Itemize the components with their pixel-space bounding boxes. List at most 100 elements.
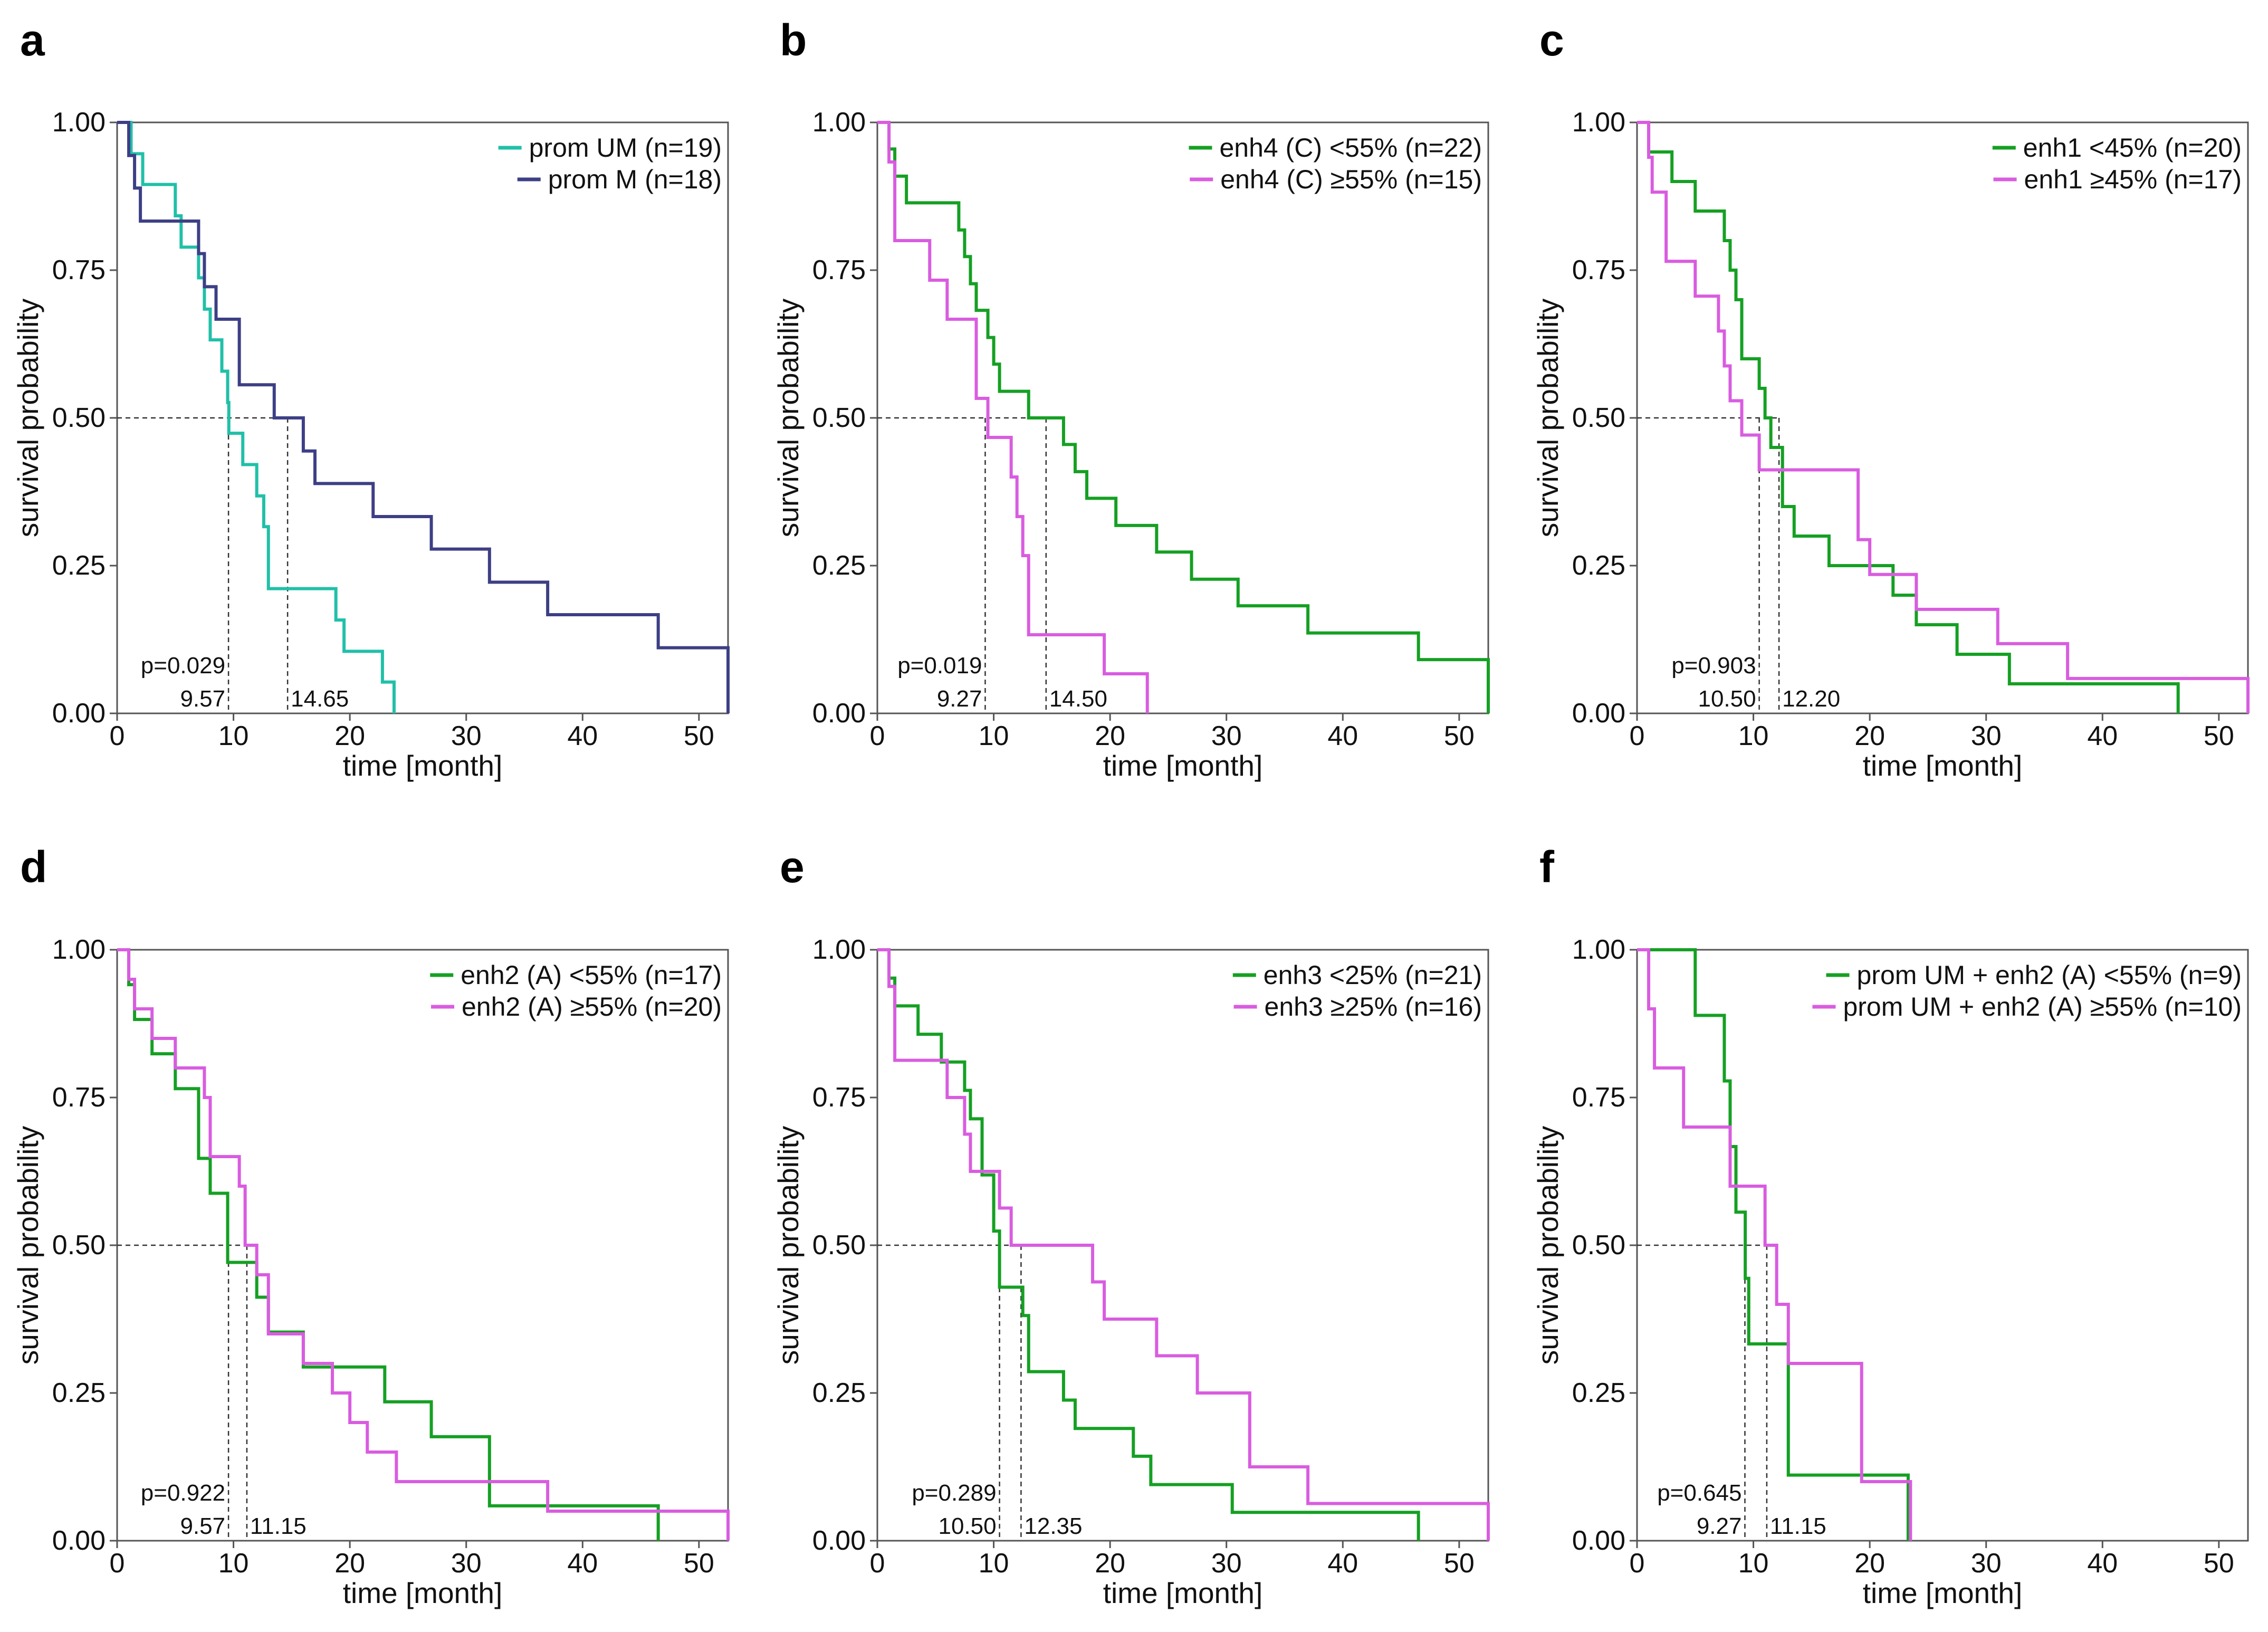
- legend-label: enh2 (A) ≥55% (n=20): [462, 992, 722, 1022]
- y-tick-label: 0.75: [812, 1082, 866, 1113]
- km-curve-2: [117, 121, 730, 713]
- y-tick-label: 0.25: [52, 1378, 106, 1408]
- y-axis-title: survival probability: [1532, 1125, 1564, 1364]
- km-curve-1: [1637, 121, 2180, 713]
- y-tick-label: 0.00: [812, 698, 866, 729]
- y-axis-title: survival probability: [12, 298, 44, 537]
- x-tick-label: 40: [2087, 721, 2118, 751]
- x-tick-label: 0: [870, 1548, 885, 1579]
- x-tick-label: 0: [110, 721, 125, 751]
- x-tick-label: 20: [1854, 1548, 1885, 1579]
- panel-letter: e: [780, 842, 805, 892]
- x-tick-label: 10: [218, 1548, 249, 1579]
- chart-panel-e: e 0.00 0.25 0.50 0.75 1.00 0 10 20 30 40 50 time [mo…: [772, 842, 1490, 1609]
- x-tick-label: 30: [1971, 1548, 2002, 1579]
- y-tick-label: 0.00: [1572, 1525, 1625, 1556]
- median-label: 9.57: [180, 1513, 225, 1539]
- y-tick-label: 1.00: [1572, 934, 1625, 965]
- plot-frame: [1636, 949, 2249, 1542]
- y-tick-label: 0.75: [52, 1082, 106, 1113]
- y-tick-label: 0.75: [1572, 1082, 1625, 1113]
- km-curve-2: [877, 121, 1149, 713]
- x-tick-label: 10: [979, 1548, 1009, 1579]
- x-tick-label: 50: [1444, 1548, 1475, 1579]
- km-curve-2: [1637, 121, 2250, 713]
- x-tick-label: 30: [451, 1548, 482, 1579]
- y-axis-title: survival probability: [772, 1125, 805, 1364]
- y-tick-label: 0.25: [52, 550, 106, 581]
- median-label: 14.50: [1049, 686, 1107, 712]
- y-tick-label: 1.00: [812, 107, 866, 138]
- x-tick-label: 20: [1854, 721, 1885, 751]
- x-tick-label: 20: [1095, 1548, 1125, 1579]
- chart-panel-c: c 0.00 0.25 0.50 0.75 1.00 0 10 20 30 40 50 time [mo…: [1532, 15, 2250, 782]
- x-axis-title: time [month]: [343, 1577, 503, 1609]
- y-tick-label: 0.25: [812, 550, 866, 581]
- panel-letter: d: [20, 842, 47, 892]
- y-axis-title: survival probability: [772, 298, 805, 537]
- plot-frame: [116, 949, 729, 1542]
- legend-label: enh3 <25% (n=21): [1264, 960, 1482, 990]
- km-curve-1: [877, 948, 1420, 1541]
- x-tick-label: 30: [1971, 721, 2002, 751]
- legend-label: enh1 <45% (n=20): [2023, 133, 2242, 163]
- x-tick-label: 50: [1444, 721, 1475, 751]
- legend-label: enh4 (C) ≥55% (n=15): [1220, 165, 1482, 194]
- p-value-label: p=0.289: [912, 1480, 996, 1506]
- chart-panel-a: a 0.00 0.25 0.50 0.75 1.00 0 10 20 30 40 50 time [mo…: [12, 15, 730, 782]
- x-tick-label: 10: [1738, 1548, 1769, 1579]
- km-curve-1: [877, 121, 1490, 713]
- median-label: 10.50: [938, 1513, 996, 1539]
- y-tick-label: 1.00: [812, 934, 866, 965]
- y-axis-title: survival probability: [12, 1125, 44, 1364]
- y-tick-label: 0.00: [52, 1525, 106, 1556]
- median-label: 11.15: [250, 1513, 307, 1539]
- median-label: 9.57: [180, 686, 225, 712]
- p-value-label: p=0.922: [141, 1480, 225, 1506]
- x-tick-label: 20: [1095, 721, 1125, 751]
- x-tick-label: 0: [1630, 721, 1645, 751]
- x-tick-label: 40: [1327, 1548, 1358, 1579]
- x-tick-label: 40: [1327, 721, 1358, 751]
- y-tick-label: 0.25: [1572, 550, 1625, 581]
- median-label: 12.35: [1024, 1513, 1082, 1539]
- panel-letter: f: [1539, 842, 1555, 892]
- p-value-label: p=0.019: [897, 653, 982, 679]
- plot-frame: [116, 121, 729, 714]
- x-tick-label: 20: [334, 1548, 365, 1579]
- p-value-label: p=0.903: [1671, 653, 1756, 679]
- legend-label: enh2 (A) <55% (n=17): [461, 960, 722, 990]
- panel-letter: a: [20, 15, 45, 65]
- x-axis-title: time [month]: [1863, 1577, 2023, 1609]
- legend-label: enh3 ≥25% (n=16): [1265, 992, 1482, 1022]
- y-tick-label: 0.50: [52, 403, 106, 433]
- y-tick-label: 1.00: [1572, 107, 1625, 138]
- median-label: 14.65: [291, 686, 349, 712]
- y-tick-label: 0.50: [812, 403, 866, 433]
- median-label: 10.50: [1698, 686, 1756, 712]
- x-tick-label: 40: [567, 1548, 598, 1579]
- x-tick-label: 50: [2204, 1548, 2234, 1579]
- median-label: 11.15: [1770, 1513, 1826, 1539]
- y-tick-label: 0.00: [1572, 698, 1625, 729]
- x-axis-title: time [month]: [343, 749, 503, 782]
- x-tick-label: 0: [1630, 1548, 1645, 1579]
- plot-frame: [876, 121, 1489, 714]
- y-tick-label: 0.25: [1572, 1378, 1625, 1408]
- y-tick-label: 0.25: [812, 1378, 866, 1408]
- plot-frame: [876, 949, 1489, 1542]
- legend-label: prom UM (n=19): [529, 133, 722, 163]
- x-tick-label: 30: [451, 721, 482, 751]
- y-tick-label: 0.75: [1572, 255, 1625, 285]
- x-tick-label: 40: [567, 721, 598, 751]
- y-tick-label: 0.00: [812, 1525, 866, 1556]
- median-label: 12.20: [1782, 686, 1840, 712]
- x-tick-label: 30: [1211, 1548, 1242, 1579]
- median-label: 9.27: [937, 686, 982, 712]
- x-axis-title: time [month]: [1863, 749, 2023, 782]
- x-axis-title: time [month]: [1103, 1577, 1263, 1609]
- km-curve-2: [117, 948, 730, 1541]
- x-axis-title: time [month]: [1103, 749, 1263, 782]
- median-label: 9.27: [1697, 1513, 1742, 1539]
- legend-label: prom UM + enh2 (A) ≥55% (n=10): [1843, 992, 2242, 1022]
